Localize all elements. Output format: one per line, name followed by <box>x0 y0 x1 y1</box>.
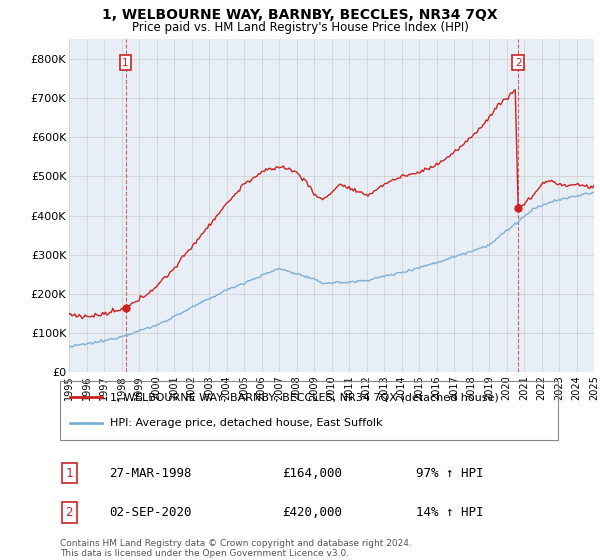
Text: Price paid vs. HM Land Registry's House Price Index (HPI): Price paid vs. HM Land Registry's House … <box>131 21 469 34</box>
Text: £164,000: £164,000 <box>282 466 342 480</box>
Text: 02-SEP-2020: 02-SEP-2020 <box>109 506 191 519</box>
Text: 97% ↑ HPI: 97% ↑ HPI <box>416 466 484 480</box>
Text: 1, WELBOURNE WAY, BARNBY, BECCLES, NR34 7QX: 1, WELBOURNE WAY, BARNBY, BECCLES, NR34 … <box>102 8 498 22</box>
Text: 2: 2 <box>65 506 73 519</box>
Text: 1, WELBOURNE WAY, BARNBY, BECCLES, NR34 7QX (detached house): 1, WELBOURNE WAY, BARNBY, BECCLES, NR34 … <box>110 392 499 402</box>
Text: £420,000: £420,000 <box>282 506 342 519</box>
Text: 2: 2 <box>515 58 521 68</box>
Text: 1: 1 <box>65 466 73 480</box>
Text: 1: 1 <box>122 58 129 68</box>
Text: This data is licensed under the Open Government Licence v3.0.: This data is licensed under the Open Gov… <box>60 549 349 558</box>
Text: 27-MAR-1998: 27-MAR-1998 <box>109 466 191 480</box>
Text: HPI: Average price, detached house, East Suffolk: HPI: Average price, detached house, East… <box>110 418 382 428</box>
Text: Contains HM Land Registry data © Crown copyright and database right 2024.: Contains HM Land Registry data © Crown c… <box>60 539 412 548</box>
Text: 14% ↑ HPI: 14% ↑ HPI <box>416 506 484 519</box>
